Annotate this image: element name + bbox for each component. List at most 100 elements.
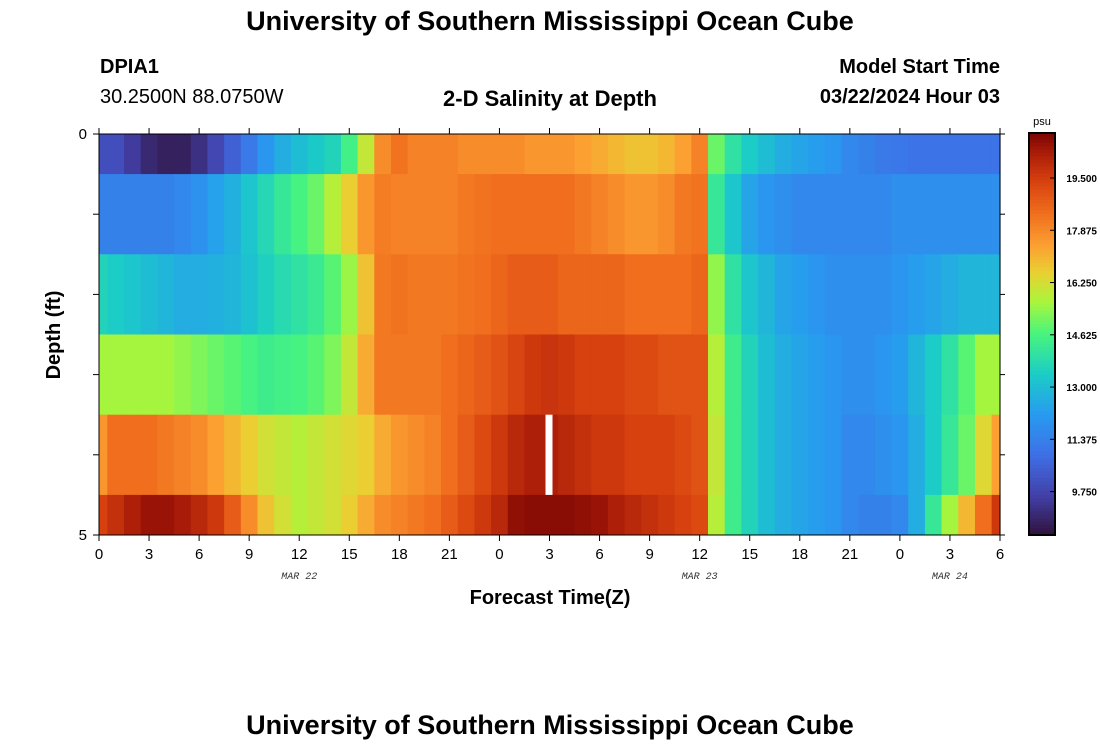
colorbar-segment bbox=[1029, 468, 1055, 472]
heatmap-cell bbox=[958, 334, 976, 416]
heatmap-cell bbox=[424, 254, 442, 335]
heatmap-cell bbox=[941, 174, 959, 255]
colorbar-segment bbox=[1029, 216, 1055, 221]
x-tick-label: 3 bbox=[545, 546, 553, 563]
colorbar-segment bbox=[1029, 287, 1055, 291]
heatmap-cell bbox=[340, 334, 359, 416]
heatmap-cell bbox=[591, 334, 609, 416]
x-tick-label: 0 bbox=[896, 546, 904, 563]
colorbar-segment bbox=[1029, 367, 1055, 372]
heatmap-cell bbox=[574, 334, 592, 416]
x-tick-label: 15 bbox=[741, 546, 758, 563]
heatmap-cell bbox=[307, 134, 325, 175]
heatmap-cell bbox=[99, 254, 108, 335]
heatmap-cell bbox=[307, 494, 325, 536]
heatmap-cell bbox=[924, 414, 943, 496]
heatmap-cell bbox=[307, 414, 325, 496]
heatmap-cell bbox=[758, 254, 776, 335]
heatmap-cell bbox=[190, 254, 209, 335]
heatmap-cell bbox=[941, 414, 959, 496]
colorbar-segment bbox=[1029, 166, 1055, 171]
heatmap-cell bbox=[240, 414, 259, 496]
heatmap-cell bbox=[758, 134, 776, 175]
colorbar-segment bbox=[1029, 193, 1055, 198]
colorbar-segment bbox=[1029, 230, 1055, 234]
heatmap-cell bbox=[190, 414, 209, 496]
x-date-label: MAR 22 bbox=[281, 572, 317, 583]
y-axis: 05 bbox=[79, 126, 1005, 544]
heatmap-cell bbox=[691, 414, 709, 496]
heatmap-cell bbox=[874, 334, 893, 416]
colorbar-segment bbox=[1029, 491, 1055, 496]
heatmap-cell bbox=[674, 134, 692, 175]
colorbar-segment bbox=[1029, 518, 1055, 523]
heatmap-cell bbox=[824, 334, 843, 416]
x-tick-label: 12 bbox=[291, 546, 308, 563]
heatmap-cell bbox=[424, 134, 442, 175]
heatmap-cell bbox=[507, 414, 526, 496]
heatmap-cell bbox=[824, 174, 843, 255]
heatmap-cell bbox=[290, 134, 309, 175]
heatmap-cell bbox=[474, 414, 492, 496]
heatmap-cell bbox=[224, 494, 242, 536]
heatmap-cell bbox=[357, 334, 375, 416]
heatmap-cell bbox=[407, 334, 425, 416]
heatmap-cell bbox=[524, 134, 542, 175]
heatmap-cell bbox=[374, 134, 392, 175]
heatmap-cell bbox=[541, 134, 559, 175]
heatmap-cell bbox=[908, 334, 926, 416]
heatmap-cell bbox=[991, 494, 1001, 536]
heatmap-cell bbox=[491, 254, 509, 335]
colorbar-segment bbox=[1029, 478, 1055, 482]
heatmap-cell bbox=[624, 134, 642, 175]
heatmap-cell bbox=[140, 254, 158, 335]
heatmap-cell bbox=[924, 334, 943, 416]
colorbar-segment bbox=[1029, 317, 1055, 322]
heatmap-cell bbox=[507, 174, 526, 255]
heatmap-cell bbox=[908, 134, 926, 175]
heatmap-cell bbox=[557, 254, 576, 335]
heatmap-cell bbox=[574, 414, 592, 496]
missing-data-gap bbox=[545, 414, 553, 495]
heatmap-cell bbox=[290, 254, 309, 335]
x-tick-label: 12 bbox=[691, 546, 708, 563]
heatmap-cell bbox=[424, 174, 442, 255]
heatmap-cell bbox=[224, 334, 242, 416]
heatmap-cell bbox=[741, 254, 759, 335]
heatmap-cell bbox=[224, 174, 242, 255]
heatmap-cell bbox=[140, 134, 158, 175]
heatmap-cell bbox=[240, 254, 259, 335]
colorbar-segment bbox=[1029, 143, 1055, 147]
heatmap-cell bbox=[457, 334, 476, 416]
heatmap-cell bbox=[174, 254, 192, 335]
heatmap-cell bbox=[808, 134, 826, 175]
heatmap-cell bbox=[374, 334, 392, 416]
heatmap-cell bbox=[974, 334, 993, 416]
heatmap-cell bbox=[574, 174, 592, 255]
heatmap-cell bbox=[207, 174, 225, 255]
heatmap-cell bbox=[941, 254, 959, 335]
colorbar-segment bbox=[1029, 451, 1055, 456]
colorbar-segment bbox=[1029, 511, 1055, 516]
heatmap-cell bbox=[507, 254, 526, 335]
colorbar-segment bbox=[1029, 310, 1055, 315]
heatmap-cell bbox=[274, 174, 292, 255]
heatmap-cell bbox=[324, 334, 342, 416]
x-tick-label: 3 bbox=[145, 546, 153, 563]
heatmap-cells bbox=[99, 134, 1001, 536]
heatmap-cell bbox=[441, 334, 459, 416]
colorbar-segment bbox=[1029, 163, 1055, 167]
heatmap-cell bbox=[674, 414, 692, 496]
colorbar-segment bbox=[1029, 394, 1055, 399]
heatmap-cell bbox=[274, 334, 292, 416]
x-date-label: MAR 23 bbox=[682, 572, 718, 583]
heatmap-cell bbox=[274, 494, 292, 536]
colorbar-segment bbox=[1029, 176, 1055, 181]
colorbar-segment bbox=[1029, 464, 1055, 469]
heatmap-cell bbox=[708, 494, 726, 536]
heatmap-cell bbox=[741, 334, 759, 416]
heatmap-cell bbox=[908, 254, 926, 335]
colorbar-segment bbox=[1029, 390, 1055, 395]
heatmap-cell bbox=[257, 254, 275, 335]
heatmap-cell bbox=[407, 494, 425, 536]
